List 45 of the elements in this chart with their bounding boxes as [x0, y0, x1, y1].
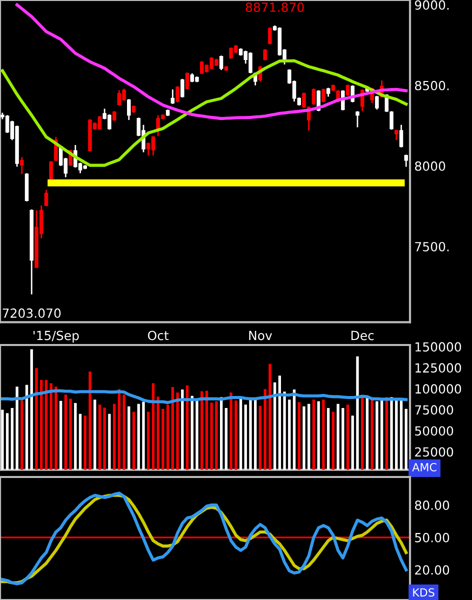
y-tick-label: 75000 [415, 405, 454, 415]
annotation: 7203.070 [2, 308, 61, 318]
candlestick [312, 88, 316, 106]
y-tick-label: 7500. [415, 242, 449, 252]
candlestick [356, 110, 360, 128]
y-tick-label: 50000 [415, 426, 454, 436]
text: KDS [413, 588, 434, 597]
candlestick [390, 110, 394, 130]
candlestick [180, 78, 184, 98]
x-tick-label: Oct [148, 330, 169, 340]
candlestick [44, 189, 48, 207]
candlestick [20, 156, 24, 175]
candlestick [219, 54, 224, 71]
x-tick-label: '15/Sep [34, 330, 79, 343]
candlestick [176, 85, 180, 103]
text: AMC [412, 462, 436, 472]
y-tick-label: 100000 [416, 384, 462, 394]
candlestick [263, 48, 267, 62]
candlestick [112, 110, 116, 122]
candlestick [322, 88, 326, 103]
line-series [15, 3, 408, 120]
candlestick [404, 154, 408, 168]
candlestick [399, 124, 404, 148]
candlestick [394, 128, 398, 141]
x-tick-label: Dec [351, 330, 374, 340]
y-tick-label: 9000. [414, 0, 449, 10]
y-tick-label: 80.00 [415, 500, 450, 510]
candlestick [185, 72, 190, 90]
candlestick [170, 88, 175, 105]
y-tick-label: 25000 [415, 447, 454, 457]
x-tick-label: Nov [249, 330, 272, 340]
y-tick-label: 125000 [416, 363, 462, 373]
y-tick-label: 8000 [415, 161, 446, 171]
y-tick-label: 20.00 [415, 565, 450, 575]
candlestick [346, 84, 350, 97]
candlestick [375, 95, 379, 110]
y-tick-label: 8500. [415, 80, 449, 90]
candlestick [268, 26, 272, 45]
annotation: 8871.870 [246, 2, 304, 12]
line-series [0, 389, 408, 404]
line-series [0, 59, 408, 167]
y-tick-label: 50.00 [415, 532, 450, 542]
candlestick [127, 98, 131, 121]
y-tick-label: 150000 [416, 342, 462, 352]
candlestick [49, 160, 53, 180]
